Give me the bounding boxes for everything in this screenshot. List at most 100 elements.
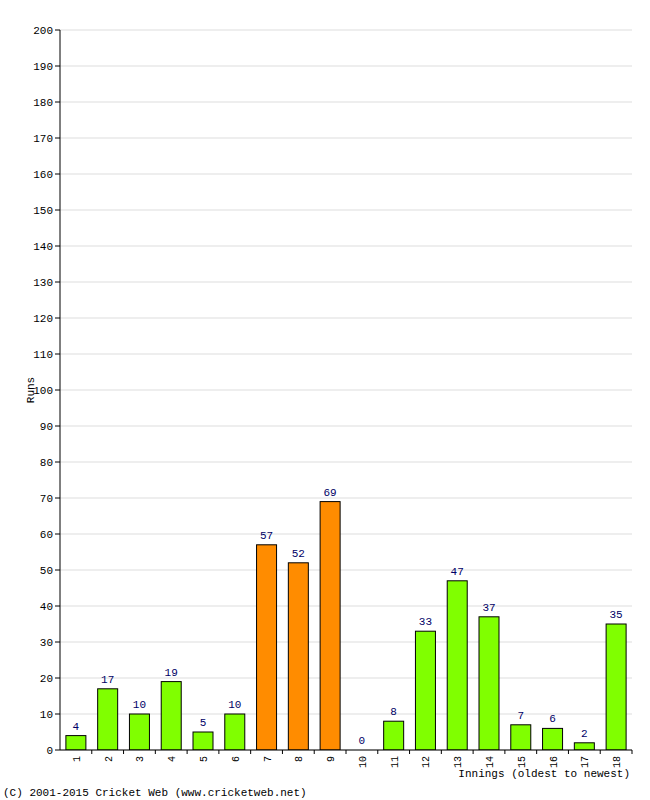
- y-tick-label: 40: [40, 601, 53, 613]
- y-tick: [55, 750, 60, 751]
- y-tick-label: 10: [40, 709, 53, 721]
- data-label: 35: [610, 609, 623, 621]
- y-tick: [55, 174, 60, 175]
- y-tick: [55, 66, 60, 67]
- y-tick: [55, 498, 60, 499]
- x-tick-label: 11: [390, 756, 401, 768]
- y-tick: [55, 678, 60, 679]
- y-tick: [55, 714, 60, 715]
- x-tick-label: 3: [135, 756, 146, 762]
- grid-line: [60, 606, 632, 607]
- grid-line: [60, 390, 632, 391]
- grid-line: [60, 318, 632, 319]
- y-tick: [55, 642, 60, 643]
- x-tick-label: 13: [453, 756, 464, 768]
- data-label: 7: [517, 710, 524, 722]
- x-tick: [187, 750, 188, 754]
- bar: [161, 682, 181, 750]
- y-tick-label: 200: [33, 25, 53, 37]
- y-tick-label: 50: [40, 565, 53, 577]
- x-tick: [218, 750, 219, 754]
- x-tick-label: 4: [167, 756, 178, 762]
- grid-line: [60, 462, 632, 463]
- grid-line: [60, 642, 632, 643]
- bar: [415, 631, 435, 750]
- x-tick: [473, 750, 474, 754]
- y-tick-label: 130: [33, 277, 53, 289]
- y-tick: [55, 390, 60, 391]
- chart-container: 0102030405060708090100110120130140150160…: [0, 0, 650, 800]
- data-label: 47: [451, 566, 464, 578]
- x-tick-label: 5: [199, 756, 210, 762]
- y-tick: [55, 30, 60, 31]
- grid-line: [60, 426, 632, 427]
- grid-line: [60, 138, 632, 139]
- x-tick: [123, 750, 124, 754]
- y-tick: [55, 606, 60, 607]
- data-label: 37: [482, 602, 495, 614]
- bar: [543, 728, 563, 750]
- y-tick-label: 30: [40, 637, 53, 649]
- x-tick-label: 15: [517, 756, 528, 768]
- x-tick-label: 12: [421, 756, 432, 768]
- y-tick-label: 150: [33, 205, 53, 217]
- y-tick-label: 180: [33, 97, 53, 109]
- x-axis-label: Innings (oldest to newest): [458, 768, 630, 780]
- x-tick: [409, 750, 410, 754]
- y-axis: [60, 30, 61, 750]
- data-label: 10: [228, 699, 241, 711]
- bar: [479, 617, 499, 750]
- y-tick-label: 110: [33, 349, 53, 361]
- y-tick-label: 170: [33, 133, 53, 145]
- data-label: 19: [165, 667, 178, 679]
- grid-line: [60, 678, 632, 679]
- bar: [606, 624, 626, 750]
- data-label: 6: [549, 713, 556, 725]
- x-tick: [346, 750, 347, 754]
- data-label: 4: [73, 721, 80, 733]
- y-tick: [55, 426, 60, 427]
- y-tick-label: 160: [33, 169, 53, 181]
- y-tick: [55, 318, 60, 319]
- data-label: 52: [292, 548, 305, 560]
- bar: [98, 689, 118, 750]
- grid-line: [60, 174, 632, 175]
- y-tick-label: 60: [40, 529, 53, 541]
- y-tick: [55, 102, 60, 103]
- data-label: 33: [419, 616, 432, 628]
- x-tick-label: 14: [485, 756, 496, 768]
- y-tick: [55, 210, 60, 211]
- y-tick-label: 80: [40, 457, 53, 469]
- x-tick: [314, 750, 315, 754]
- x-tick: [155, 750, 156, 754]
- data-label: 57: [260, 530, 273, 542]
- x-tick: [632, 750, 633, 754]
- y-tick: [55, 282, 60, 283]
- x-tick: [441, 750, 442, 754]
- bar: [447, 581, 467, 750]
- y-axis-label: Runs: [25, 377, 37, 403]
- data-label: 5: [200, 717, 207, 729]
- y-tick-label: 70: [40, 493, 53, 505]
- y-tick-label: 190: [33, 61, 53, 73]
- grid-line: [60, 102, 632, 103]
- data-label: 0: [359, 735, 366, 747]
- x-tick-label: 8: [294, 756, 305, 762]
- x-tick-label: 17: [580, 756, 591, 768]
- grid-line: [60, 498, 632, 499]
- grid-line: [60, 570, 632, 571]
- bar: [193, 732, 213, 750]
- x-tick-label: 1: [72, 756, 83, 762]
- bar: [320, 502, 340, 750]
- x-tick-label: 6: [231, 756, 242, 762]
- data-label: 8: [390, 706, 397, 718]
- y-tick-label: 140: [33, 241, 53, 253]
- x-tick: [250, 750, 251, 754]
- grid-line: [60, 66, 632, 67]
- y-tick: [55, 570, 60, 571]
- chart-svg: 0102030405060708090100110120130140150160…: [0, 0, 650, 800]
- x-tick: [91, 750, 92, 754]
- y-tick: [55, 246, 60, 247]
- bar: [574, 743, 594, 750]
- x-tick: [282, 750, 283, 754]
